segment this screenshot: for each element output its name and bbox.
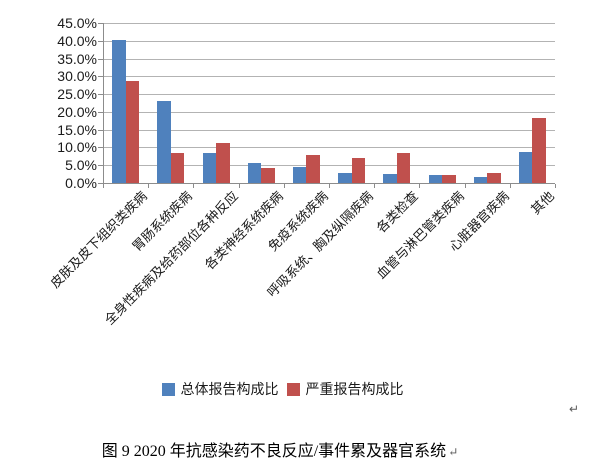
y-axis-tick-label: 15.0% [57, 121, 97, 138]
y-axis-tick-label: 30.0% [57, 68, 97, 85]
bar-serious [306, 154, 320, 183]
y-axis-tick [98, 183, 103, 184]
bar-total [202, 153, 216, 183]
y-axis-tick [98, 76, 103, 78]
bar-total [383, 174, 397, 183]
y-axis-tick-label: 10.0% [57, 139, 97, 156]
gridline [103, 23, 555, 24]
legend-item: 严重报告构成比 [286, 379, 404, 399]
y-axis-tick [98, 147, 103, 149]
bar-serious [261, 167, 275, 183]
legend-item: 总体报告构成比 [161, 379, 279, 399]
y-axis-tick [98, 94, 103, 96]
paragraph-return-mark: ↵ [569, 402, 580, 416]
bar-total [157, 100, 171, 183]
bar-serious [532, 117, 546, 183]
chart-legend: 总体报告构成比 严重报告构成比 [0, 379, 565, 399]
gridline [103, 165, 555, 167]
y-axis-line [103, 23, 104, 187]
y-axis-tick [98, 165, 103, 167]
y-axis-tick-label: 20.0% [57, 103, 97, 120]
x-axis-tick [509, 184, 511, 188]
bar-total [473, 176, 488, 183]
gridline [103, 94, 555, 96]
figure-caption-text: 图 9 2020 年抗感染药不良反应/事件累及器官系统 [101, 443, 447, 460]
y-axis-tick-label: 45.0% [57, 15, 97, 31]
legend-swatch-blue [161, 382, 175, 396]
bar-serious [442, 175, 456, 183]
x-axis-tick [103, 184, 104, 188]
x-axis-category-label: 其他 [527, 188, 557, 218]
bar-total [428, 175, 442, 183]
y-axis-tick [98, 23, 103, 24]
bar-serious [396, 153, 411, 183]
paragraph-return-mark: ↵ [448, 445, 459, 459]
x-axis-category-label: 各类神经系统疾病 [201, 188, 286, 273]
x-axis-tick [193, 184, 195, 188]
bar-chart[interactable]: 0.0% 5.0% 10.0% 15.0% 20.0% 25.0% 30.0% 35.0% 40… [0, 0, 600, 430]
y-axis-tick-label: 35.0% [57, 50, 97, 67]
y-axis-tick [98, 111, 103, 113]
bar-total [518, 151, 533, 183]
y-axis-tick-label: 0.0% [65, 175, 97, 191]
x-axis-tick [329, 184, 330, 188]
gridline [103, 129, 555, 131]
bar-total [338, 173, 352, 183]
y-axis-tick [98, 58, 103, 60]
legend-swatch-red [286, 382, 300, 396]
legend-label: 严重报告构成比 [305, 381, 404, 397]
bar-serious [351, 157, 366, 183]
gridline [103, 76, 555, 78]
gridline [103, 147, 555, 149]
y-axis-tick-label: 25.0% [57, 86, 97, 103]
gridline [103, 40, 555, 42]
figure-caption: 图 9 2020 年抗感染药不良反应/事件累及器官系统 ↵ [0, 437, 560, 461]
bar-total [112, 39, 126, 183]
y-axis-tick-label: 5.0% [65, 157, 97, 174]
x-axis-tick [555, 184, 556, 188]
x-axis-tick [283, 184, 285, 188]
x-axis-tick [464, 184, 466, 188]
gridline [103, 111, 555, 113]
x-axis-tick [148, 184, 150, 188]
y-axis-tick [98, 129, 103, 131]
x-axis-tick [238, 184, 240, 188]
bar-serious [487, 173, 501, 183]
bar-total [292, 167, 307, 183]
bar-serious [216, 143, 230, 183]
x-axis-tick [419, 184, 421, 188]
bar-serious [170, 153, 185, 183]
y-axis-tick [98, 40, 103, 42]
x-axis-line [103, 183, 555, 184]
bar-serious [125, 80, 140, 183]
legend-label: 总体报告构成比 [180, 381, 279, 397]
x-axis-tick [374, 184, 376, 188]
y-axis-tick-label: 40.0% [57, 32, 97, 49]
bar-total [247, 163, 262, 183]
gridline [103, 58, 555, 60]
